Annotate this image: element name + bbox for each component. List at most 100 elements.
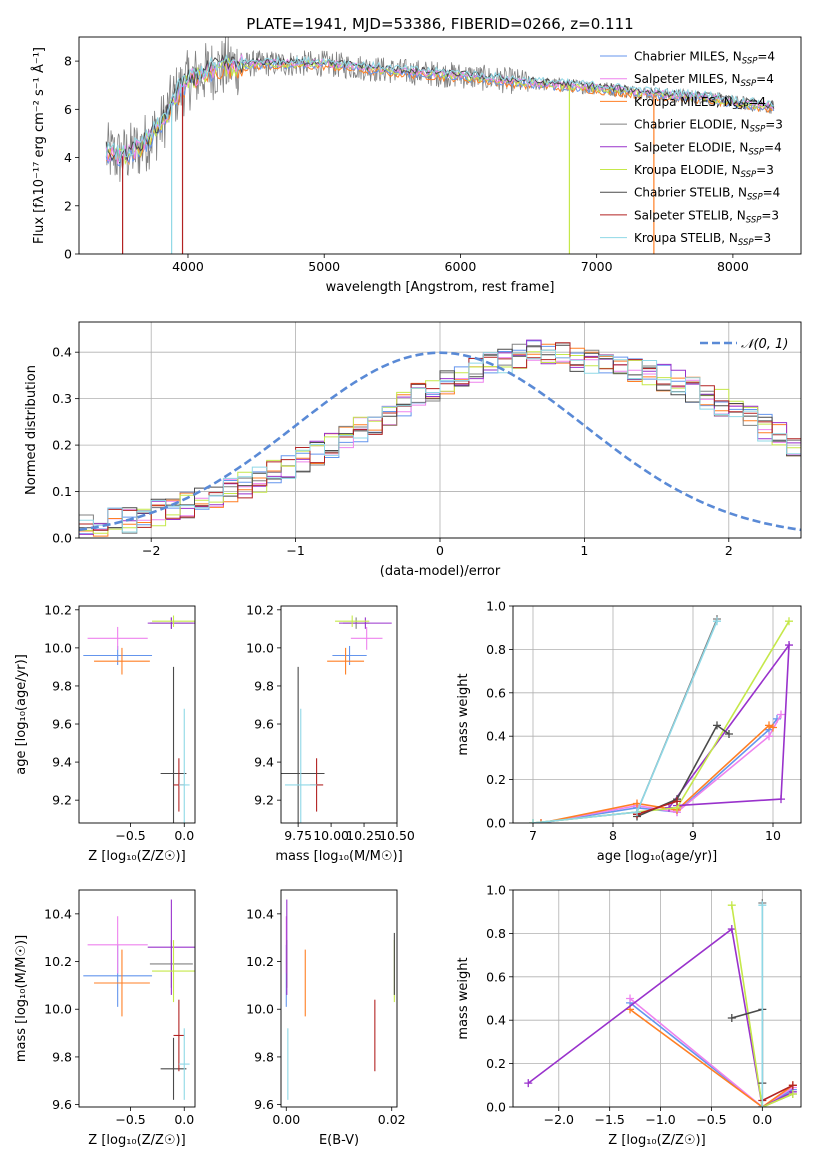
- axes-frame: [280, 605, 398, 824]
- y-tick-label: 0.4: [486, 1013, 506, 1028]
- y-axis-label: mass weight: [456, 673, 471, 755]
- x-tick-label: 7000: [581, 259, 613, 274]
- weight-marker-salpeter_elodie: [524, 1079, 533, 1088]
- weight-line-salpeter_elodie: [668, 642, 790, 809]
- histogram-kroupa_stelib: [79, 349, 801, 538]
- x-tick-label: −0.5: [115, 1112, 145, 1127]
- errorbars: [281, 615, 392, 823]
- weight-line-kroupa_elodie: [532, 620, 790, 823]
- x-axis-label: wavelength [Angstrom, rest frame]: [326, 280, 555, 295]
- x-tick-label: 9.75: [284, 828, 312, 843]
- weight-marker-chabrier_stelib: [727, 1014, 736, 1023]
- errorbars: [83, 615, 195, 823]
- x-tick-label: 0.00: [272, 1112, 300, 1127]
- weight-line-salpeter_stelib: [761, 1084, 794, 1102]
- x-tick-label: 8: [609, 828, 617, 843]
- axes-frame: [512, 889, 802, 1108]
- weight-marker-kroupa_miles: [769, 723, 777, 732]
- y-tick-label: 0.3: [52, 391, 72, 406]
- y-tick-label: 9.2: [52, 793, 72, 808]
- y-tick-label: 0.2: [486, 772, 506, 787]
- x-axis-label: Z [log₁₀(Z/Z☉)]: [88, 1133, 185, 1148]
- legend-label-chabrier_elodie: Chabrier ELODIE, NSSP=3: [634, 118, 783, 135]
- x-tick-label: 10.25: [346, 828, 382, 843]
- y-tick-label: 10.2: [44, 954, 72, 969]
- y-tick-label: 10.0: [246, 640, 274, 655]
- weight-vs-z-panel: −2.0 −1.5 −1.0 −0.5 0.0 0.0 0.2 0.4 0.6 0.8 1.0 Z […: [456, 883, 802, 1148]
- y-tick-label: 6: [64, 102, 72, 117]
- weight-marker-salpeter_miles: [626, 994, 635, 1003]
- mass-vs-z-panel: −0.5 0.0 9.6 9.8 10.0 10.2 10.4 Z [log₁₀(Z/Z☉)]…: [14, 889, 196, 1148]
- x-axis-label: E(B-V): [319, 1133, 359, 1148]
- x-axis-label: Z [log₁₀(Z/Z☉)]: [88, 849, 185, 864]
- axes-frame: [78, 889, 196, 1108]
- weight-marker-kroupa_miles: [633, 799, 641, 808]
- weight-line-kroupa_miles: [629, 1008, 794, 1107]
- weight-line-salpeter_elodie: [527, 927, 794, 1107]
- histogram-salpeter_elodie: [79, 339, 801, 538]
- spectrum-lines: [105, 37, 775, 254]
- axes-frame: [280, 889, 398, 1108]
- weight-marker-salpeter_miles: [765, 732, 773, 741]
- y-tick-label: 10.0: [44, 640, 72, 655]
- x-axis-label: age [log₁₀(age/yr)]: [597, 849, 718, 864]
- x-tick-label: −2: [142, 543, 160, 558]
- y-tick-label: 10.0: [44, 1002, 72, 1017]
- y-tick-label: 9.4: [254, 755, 274, 770]
- legend-label-salpeter_miles: Salpeter MILES, NSSP=4: [634, 72, 774, 89]
- y-tick-label: 0.8: [486, 642, 506, 657]
- y-tick-label: 8: [64, 54, 72, 69]
- weight-marker-kroupa_stelib: [758, 1103, 767, 1107]
- axes-frame: [78, 36, 802, 255]
- weight-marker-kroupa_elodie: [785, 617, 793, 626]
- weight-marker-kroupa_stelib: [713, 617, 721, 626]
- x-tick-label: 10.50: [379, 828, 415, 843]
- weight-marker-chabrier_stelib: [725, 730, 733, 739]
- weight-line-salpeter_stelib: [636, 800, 678, 816]
- y-tick-label: 1.0: [486, 599, 506, 614]
- y-axis-label: mass weight: [456, 957, 471, 1039]
- weight-marker-salpeter_elodie: [785, 641, 793, 650]
- mass-vs-ebv-panel: 0.00 0.02 9.6 9.8 10.0 10.2 10.4 E(B-V): [246, 889, 406, 1148]
- weight-lines: [524, 899, 797, 1107]
- x-tick-label: 10.00: [313, 828, 349, 843]
- legend-label-salpeter_elodie: Salpeter ELODIE, NSSP=4: [634, 140, 782, 157]
- x-tick-label: 10: [765, 828, 781, 843]
- axes-frame: [512, 605, 802, 824]
- x-tick-label: 8000: [717, 259, 749, 274]
- x-tick-label: 0.0: [174, 828, 194, 843]
- y-tick-label: 10.4: [44, 906, 72, 921]
- y-axis-label: mass [log₁₀(M/M☉)]: [14, 935, 29, 1062]
- weight-marker-salpeter_stelib: [673, 797, 681, 806]
- weight-marker-salpeter_elodie: [727, 925, 736, 934]
- x-tick-label: −0.5: [115, 828, 145, 843]
- figure-title: PLATE=1941, MJD=53386, FIBERID=0266, z=0…: [246, 15, 633, 33]
- y-tick-label: 9.6: [52, 1097, 72, 1112]
- weight-vs-age-panel: 7 8 9 10 0.0 0.2 0.4 0.6 0.8 1.0 age [log₁₀(age/yr…: [456, 599, 802, 864]
- y-tick-label: 0.2: [52, 438, 72, 453]
- x-tick-label: −0.5: [696, 1112, 726, 1127]
- weight-line-salpeter_miles: [629, 997, 794, 1107]
- residuals-panel: −2 −1 0 1 2 0.0 0.1 0.2 0.3 0.4 (data-model)/error…: [24, 321, 802, 579]
- spectrum-panel: 4000 5000 6000 7000 8000 0 2 4 6 8 wavelength [Ang…: [31, 36, 802, 295]
- weight-marker-kroupa_miles: [537, 819, 545, 823]
- weight-line-kroupa_stelib: [532, 620, 718, 823]
- weight-line-chabrier_miles: [629, 1002, 794, 1107]
- y-tick-label: 0: [64, 247, 72, 262]
- x-axis-label: mass [log₁₀(M/M☉)]: [275, 849, 402, 864]
- y-tick-label: 0.4: [486, 729, 506, 744]
- y-tick-label: 10.0: [246, 1002, 274, 1017]
- x-tick-label: −2.0: [544, 1112, 574, 1127]
- x-tick-label: 9: [689, 828, 697, 843]
- x-tick-label: 2: [725, 543, 733, 558]
- y-tick-label: 1.0: [486, 883, 506, 898]
- x-axis-label: (data-model)/error: [380, 564, 501, 579]
- y-tick-label: 10.2: [246, 954, 274, 969]
- histogram-kroupa_miles: [79, 343, 801, 538]
- weight-marker-kroupa_stelib: [633, 808, 641, 817]
- age-vs-z-panel: −0.5 0.0 9.2 9.4 9.6 9.8 10.0 10.2 Z [log₁₀(Z/Z☉…: [14, 602, 196, 864]
- y-tick-label: 9.6: [254, 1097, 274, 1112]
- y-tick-label: 9.8: [254, 678, 274, 693]
